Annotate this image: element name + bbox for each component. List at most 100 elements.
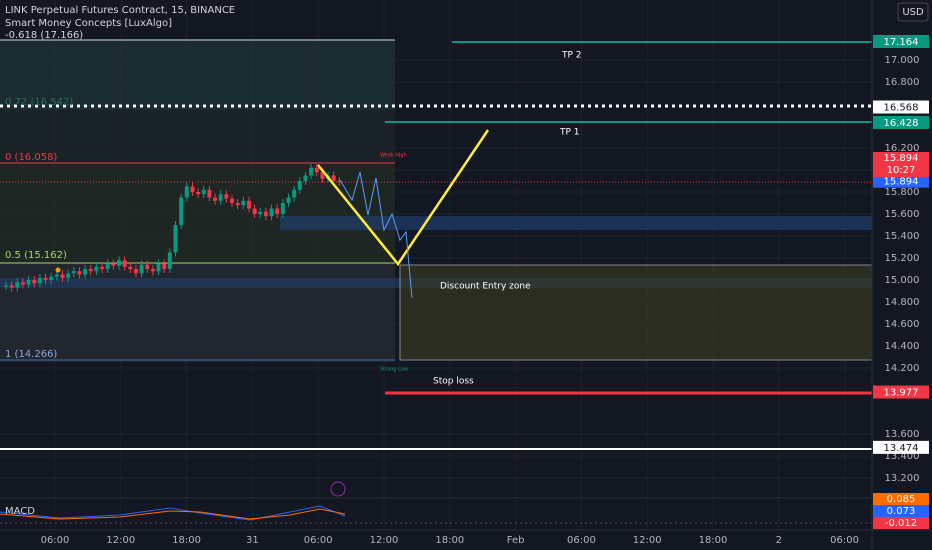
candle xyxy=(66,273,71,278)
candle xyxy=(173,225,178,253)
candle xyxy=(156,263,161,272)
time-tick-label: 12:00 xyxy=(106,535,135,546)
candle xyxy=(241,200,246,206)
price-tick-label: 15.800 xyxy=(885,187,920,198)
price-badge xyxy=(873,34,929,48)
candle xyxy=(139,264,144,274)
candle xyxy=(184,186,189,198)
candle xyxy=(275,208,280,214)
fib-zone-low xyxy=(0,263,395,362)
candle xyxy=(49,276,54,280)
currency-button[interactable] xyxy=(897,2,929,22)
price-axis xyxy=(872,0,932,550)
macd-badge xyxy=(873,517,929,529)
candle xyxy=(145,264,150,269)
fib-1-label: 1 (14.266) xyxy=(5,349,57,360)
candle xyxy=(117,260,121,266)
candle xyxy=(196,192,201,195)
candle xyxy=(133,269,138,274)
ghost-path xyxy=(339,171,413,299)
macd-badge xyxy=(873,505,929,517)
signal-line xyxy=(0,508,346,520)
candle xyxy=(88,269,93,272)
last-price-badge xyxy=(873,152,929,177)
event-icon[interactable] xyxy=(330,481,346,497)
candle xyxy=(224,194,229,199)
macd-badge-label: 0.085 xyxy=(887,494,916,505)
fib-05-label: 0.5 (15.162) xyxy=(5,250,67,261)
macd-badge-label: -0.012 xyxy=(885,518,917,529)
tp2-label: TP 2 xyxy=(561,51,582,61)
candle xyxy=(263,211,268,217)
candle xyxy=(309,167,314,176)
candle xyxy=(269,208,274,217)
candle xyxy=(128,266,133,269)
price-badge-label: 13.977 xyxy=(884,388,919,399)
macd-badge-label: 0.073 xyxy=(887,506,916,517)
price-tick-label: 14.400 xyxy=(885,341,920,352)
time-tick-label: 18:00 xyxy=(172,535,201,546)
time-tick-label: 06:00 xyxy=(830,535,859,546)
candle xyxy=(100,266,105,269)
time-tick-label: 06:00 xyxy=(41,535,70,546)
time-tick-label: 18:00 xyxy=(435,535,464,546)
candle xyxy=(105,263,110,269)
time-tick-label: 2 xyxy=(776,535,782,546)
candle xyxy=(4,285,8,287)
candle xyxy=(303,175,308,181)
time-tick-label: 06:00 xyxy=(304,535,333,546)
candle xyxy=(230,198,234,203)
candle xyxy=(15,282,20,288)
candle xyxy=(179,197,184,225)
fib-note: -0.618 (17.166) xyxy=(5,30,83,41)
macd-label: MACD xyxy=(5,506,35,517)
candle xyxy=(54,274,59,277)
candle xyxy=(235,203,240,206)
candle xyxy=(246,200,251,209)
price-badge-label: 17.164 xyxy=(884,37,919,48)
candle xyxy=(218,194,223,201)
entry-label: Discount Entry zone xyxy=(440,282,531,292)
candle xyxy=(9,285,14,288)
symbol: LINK Perpetual Futures Contract, 15, BIN… xyxy=(5,5,235,16)
candle xyxy=(190,186,195,192)
fib-zone-top xyxy=(0,40,395,110)
price-badge xyxy=(873,440,929,454)
price-tick-label: 14.600 xyxy=(885,319,920,330)
price-badge xyxy=(873,174,929,188)
time-tick-label: 31 xyxy=(246,535,259,546)
price-badge-label: 16.428 xyxy=(884,118,919,129)
candle xyxy=(162,263,167,269)
price-badge xyxy=(873,100,929,114)
candle xyxy=(111,263,116,266)
countdown: 10:27 xyxy=(887,165,916,176)
price-tick-label: 15.600 xyxy=(885,209,920,220)
candle xyxy=(297,181,302,190)
price-badge-label: 13.474 xyxy=(884,443,919,454)
time-tick-label: Feb xyxy=(507,535,525,546)
price-badge xyxy=(873,385,929,399)
time-tick-label: 06:00 xyxy=(567,535,596,546)
candle xyxy=(37,277,42,284)
time-tick-label: 12:00 xyxy=(633,535,662,546)
candle xyxy=(314,167,319,173)
last-price: 15.894 xyxy=(884,153,919,164)
candle xyxy=(331,175,336,181)
fib-zone-mid xyxy=(0,163,395,263)
fib-0-label: 0 (16.058) xyxy=(5,152,57,163)
projection xyxy=(317,129,490,267)
price-tick-label: 14.200 xyxy=(885,363,920,374)
currency[interactable]: USD xyxy=(902,7,924,18)
candle xyxy=(207,189,212,198)
tp1-label: TP 1 xyxy=(559,128,580,138)
candle xyxy=(43,277,48,280)
strong-low: Strong Low xyxy=(380,367,408,373)
candle xyxy=(26,280,31,285)
price-tick-label: 15.400 xyxy=(885,231,920,242)
price-tick-label: 16.800 xyxy=(885,77,920,88)
candle xyxy=(286,197,291,203)
candle xyxy=(20,282,25,285)
marker xyxy=(55,267,61,273)
time-tick-label: 12:00 xyxy=(370,535,399,546)
candle xyxy=(337,181,342,183)
